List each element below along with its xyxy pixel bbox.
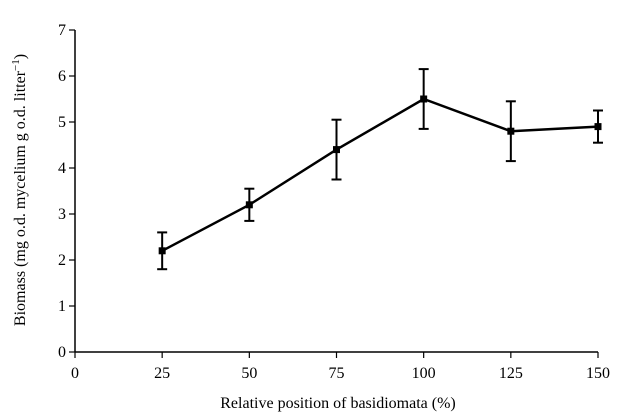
x-tick-label-125: 125 (499, 365, 523, 382)
data-point-125 (507, 127, 515, 135)
y-axis-label-close: ) (12, 54, 29, 59)
data-point-150 (594, 123, 602, 131)
y-tick-label-6: 6 (58, 68, 66, 85)
x-tick-label-150: 150 (586, 365, 610, 382)
y-axis-label-main: Biomass (mg o.d. mycelium g o.d. litter (12, 70, 29, 326)
x-tick-label-50: 50 (241, 365, 257, 382)
y-tick-label-0: 0 (58, 344, 66, 361)
y-tick-label-7: 7 (58, 22, 66, 39)
y-tick-label-2: 2 (58, 252, 66, 269)
data-point-100 (420, 95, 428, 103)
y-axis: 0 1 2 3 4 5 6 7 (58, 22, 76, 361)
series-biomass (157, 68, 603, 271)
x-tick-label-0: 0 (71, 365, 79, 382)
y-tick-label-3: 3 (58, 206, 66, 223)
y-tick-label-4: 4 (58, 160, 66, 177)
data-point-50 (245, 201, 253, 209)
x-axis-label: Relative position of basidiomata (%) (220, 395, 456, 412)
y-tick-label-1: 1 (58, 298, 66, 315)
data-point-75 (333, 146, 340, 154)
x-tick-label-25: 25 (154, 365, 170, 382)
x-axis: 0 25 50 75 100 125 150 (71, 351, 610, 382)
data-point-25 (158, 247, 166, 255)
series-line (161, 97, 599, 252)
x-tick-label-75: 75 (329, 365, 345, 382)
x-tick-label-100: 100 (412, 365, 436, 382)
y-tick-label-5: 5 (58, 114, 66, 131)
y-axis-label: Biomass (mg o.d. mycelium g o.d. litter−… (10, 54, 29, 326)
y-axis-label-superscript: −1 (10, 59, 22, 71)
